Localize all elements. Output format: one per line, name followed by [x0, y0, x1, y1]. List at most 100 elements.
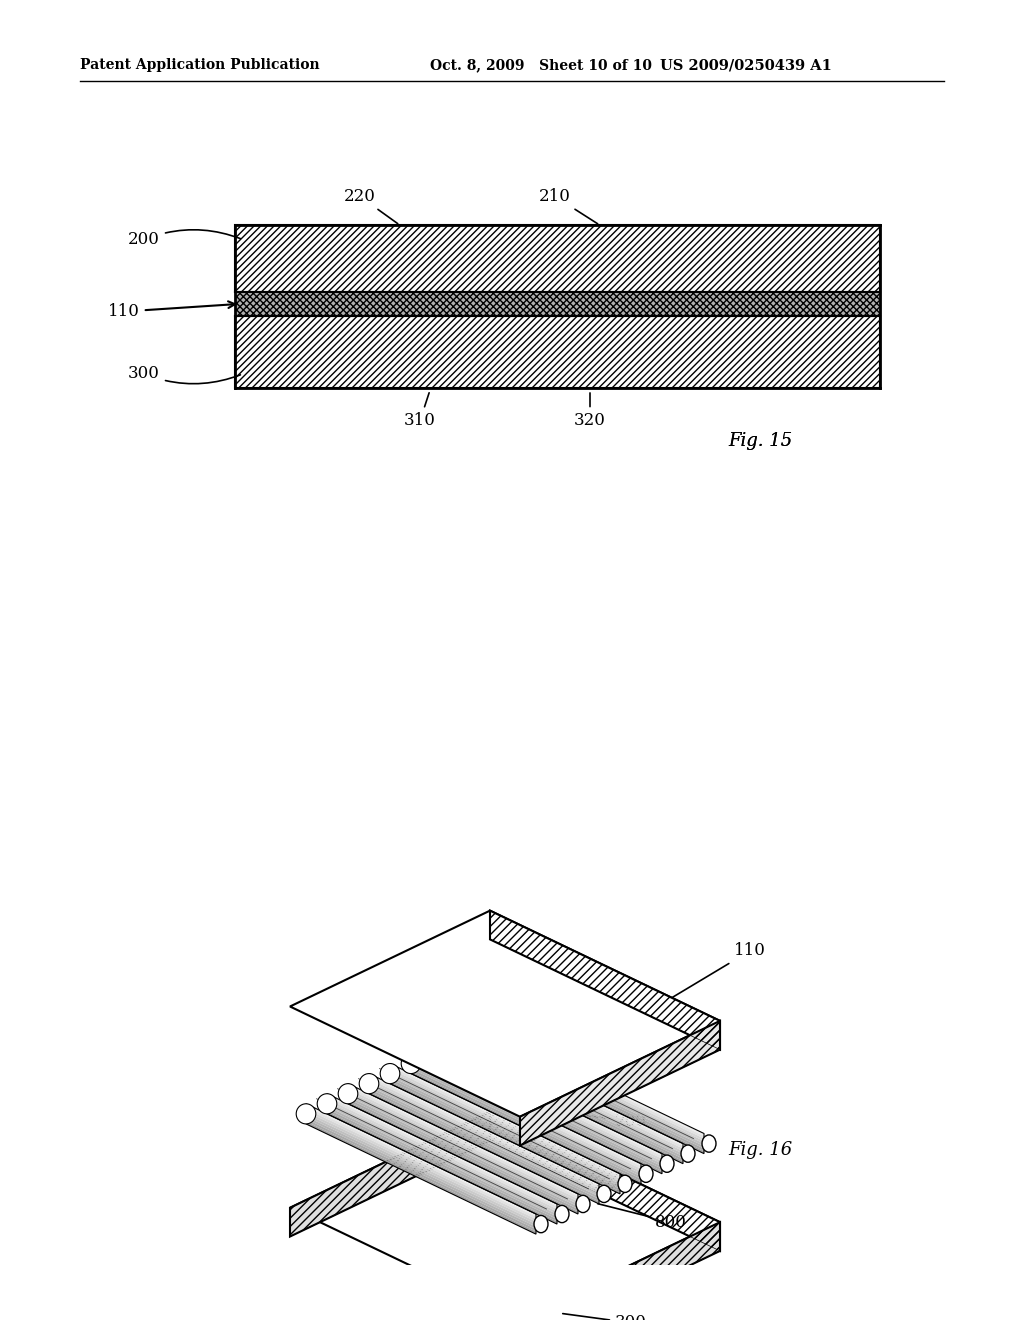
Polygon shape: [432, 1043, 662, 1156]
Polygon shape: [432, 1059, 662, 1171]
Ellipse shape: [555, 1205, 569, 1222]
Polygon shape: [306, 1117, 536, 1229]
Polygon shape: [432, 1061, 662, 1173]
Bar: [234, 317, 880, 388]
Polygon shape: [520, 1020, 720, 1146]
Polygon shape: [474, 1039, 705, 1151]
Polygon shape: [348, 1086, 578, 1199]
Text: Fig. 16: Fig. 16: [728, 1142, 793, 1159]
Ellipse shape: [534, 1216, 548, 1233]
Polygon shape: [348, 1089, 578, 1201]
Polygon shape: [348, 1094, 578, 1206]
Polygon shape: [348, 1084, 578, 1196]
Polygon shape: [290, 1111, 490, 1237]
Ellipse shape: [575, 1196, 590, 1213]
Text: 800: 800: [598, 1204, 687, 1230]
Polygon shape: [411, 1059, 641, 1171]
Ellipse shape: [317, 1094, 337, 1114]
Polygon shape: [520, 1222, 720, 1320]
Polygon shape: [306, 1119, 536, 1232]
Bar: [234, 292, 880, 317]
Text: Fig. 15: Fig. 15: [728, 432, 793, 450]
Polygon shape: [432, 1051, 662, 1164]
Polygon shape: [348, 1096, 578, 1209]
Polygon shape: [453, 1036, 683, 1148]
Bar: [234, 292, 880, 317]
Polygon shape: [348, 1101, 578, 1214]
Text: 110: 110: [658, 942, 766, 1006]
Ellipse shape: [359, 1073, 379, 1094]
Ellipse shape: [296, 1104, 315, 1123]
Text: Fig. 15: Fig. 15: [728, 432, 793, 450]
Polygon shape: [411, 1064, 641, 1176]
Ellipse shape: [464, 1023, 483, 1043]
Polygon shape: [327, 1109, 557, 1221]
Polygon shape: [390, 1076, 620, 1189]
Polygon shape: [369, 1086, 599, 1199]
Polygon shape: [306, 1111, 536, 1224]
Polygon shape: [411, 1071, 641, 1184]
Polygon shape: [411, 1061, 641, 1173]
Polygon shape: [474, 1023, 705, 1137]
Ellipse shape: [401, 1053, 421, 1073]
Polygon shape: [453, 1043, 683, 1156]
Polygon shape: [432, 1045, 662, 1159]
Polygon shape: [327, 1111, 557, 1224]
Text: 310: 310: [404, 393, 436, 429]
Polygon shape: [306, 1109, 536, 1221]
Text: 210: 210: [539, 187, 598, 224]
Polygon shape: [432, 1053, 662, 1166]
Polygon shape: [369, 1089, 599, 1201]
Polygon shape: [348, 1098, 578, 1212]
Polygon shape: [453, 1041, 683, 1154]
Ellipse shape: [597, 1185, 611, 1203]
Polygon shape: [369, 1081, 599, 1193]
Ellipse shape: [660, 1155, 674, 1172]
Ellipse shape: [338, 1084, 357, 1104]
Polygon shape: [369, 1084, 599, 1196]
Polygon shape: [327, 1098, 557, 1212]
Ellipse shape: [422, 1043, 441, 1064]
Polygon shape: [490, 911, 720, 1049]
Text: 220: 220: [344, 187, 397, 223]
Polygon shape: [474, 1036, 705, 1148]
Polygon shape: [390, 1073, 620, 1187]
Polygon shape: [490, 1111, 720, 1251]
Polygon shape: [411, 1053, 641, 1166]
Text: 300: 300: [563, 1313, 647, 1320]
Bar: [234, 226, 880, 292]
Polygon shape: [290, 911, 720, 1117]
Polygon shape: [411, 1067, 641, 1179]
Polygon shape: [306, 1122, 536, 1234]
Polygon shape: [432, 1048, 662, 1162]
Polygon shape: [390, 1071, 620, 1184]
Ellipse shape: [702, 1135, 716, 1152]
Polygon shape: [306, 1104, 536, 1217]
Polygon shape: [306, 1114, 536, 1226]
Bar: [234, 317, 880, 388]
Polygon shape: [474, 1028, 705, 1140]
Polygon shape: [474, 1034, 705, 1146]
Ellipse shape: [639, 1166, 653, 1183]
Polygon shape: [390, 1064, 620, 1176]
Polygon shape: [327, 1106, 557, 1220]
Ellipse shape: [380, 1064, 399, 1084]
Polygon shape: [369, 1076, 599, 1189]
Polygon shape: [453, 1034, 683, 1146]
Polygon shape: [432, 1056, 662, 1168]
Text: 320: 320: [574, 393, 606, 429]
Polygon shape: [348, 1092, 578, 1204]
Text: US 2009/0250439 A1: US 2009/0250439 A1: [660, 58, 831, 73]
Polygon shape: [290, 1111, 720, 1319]
Polygon shape: [306, 1106, 536, 1220]
Text: 110: 110: [109, 301, 234, 319]
Polygon shape: [327, 1104, 557, 1217]
Polygon shape: [327, 1094, 557, 1206]
Polygon shape: [390, 1069, 620, 1181]
Polygon shape: [474, 1026, 705, 1139]
Bar: [234, 226, 880, 292]
Text: 200: 200: [128, 230, 241, 248]
Polygon shape: [474, 1041, 705, 1154]
Polygon shape: [453, 1039, 683, 1151]
Polygon shape: [411, 1069, 641, 1181]
